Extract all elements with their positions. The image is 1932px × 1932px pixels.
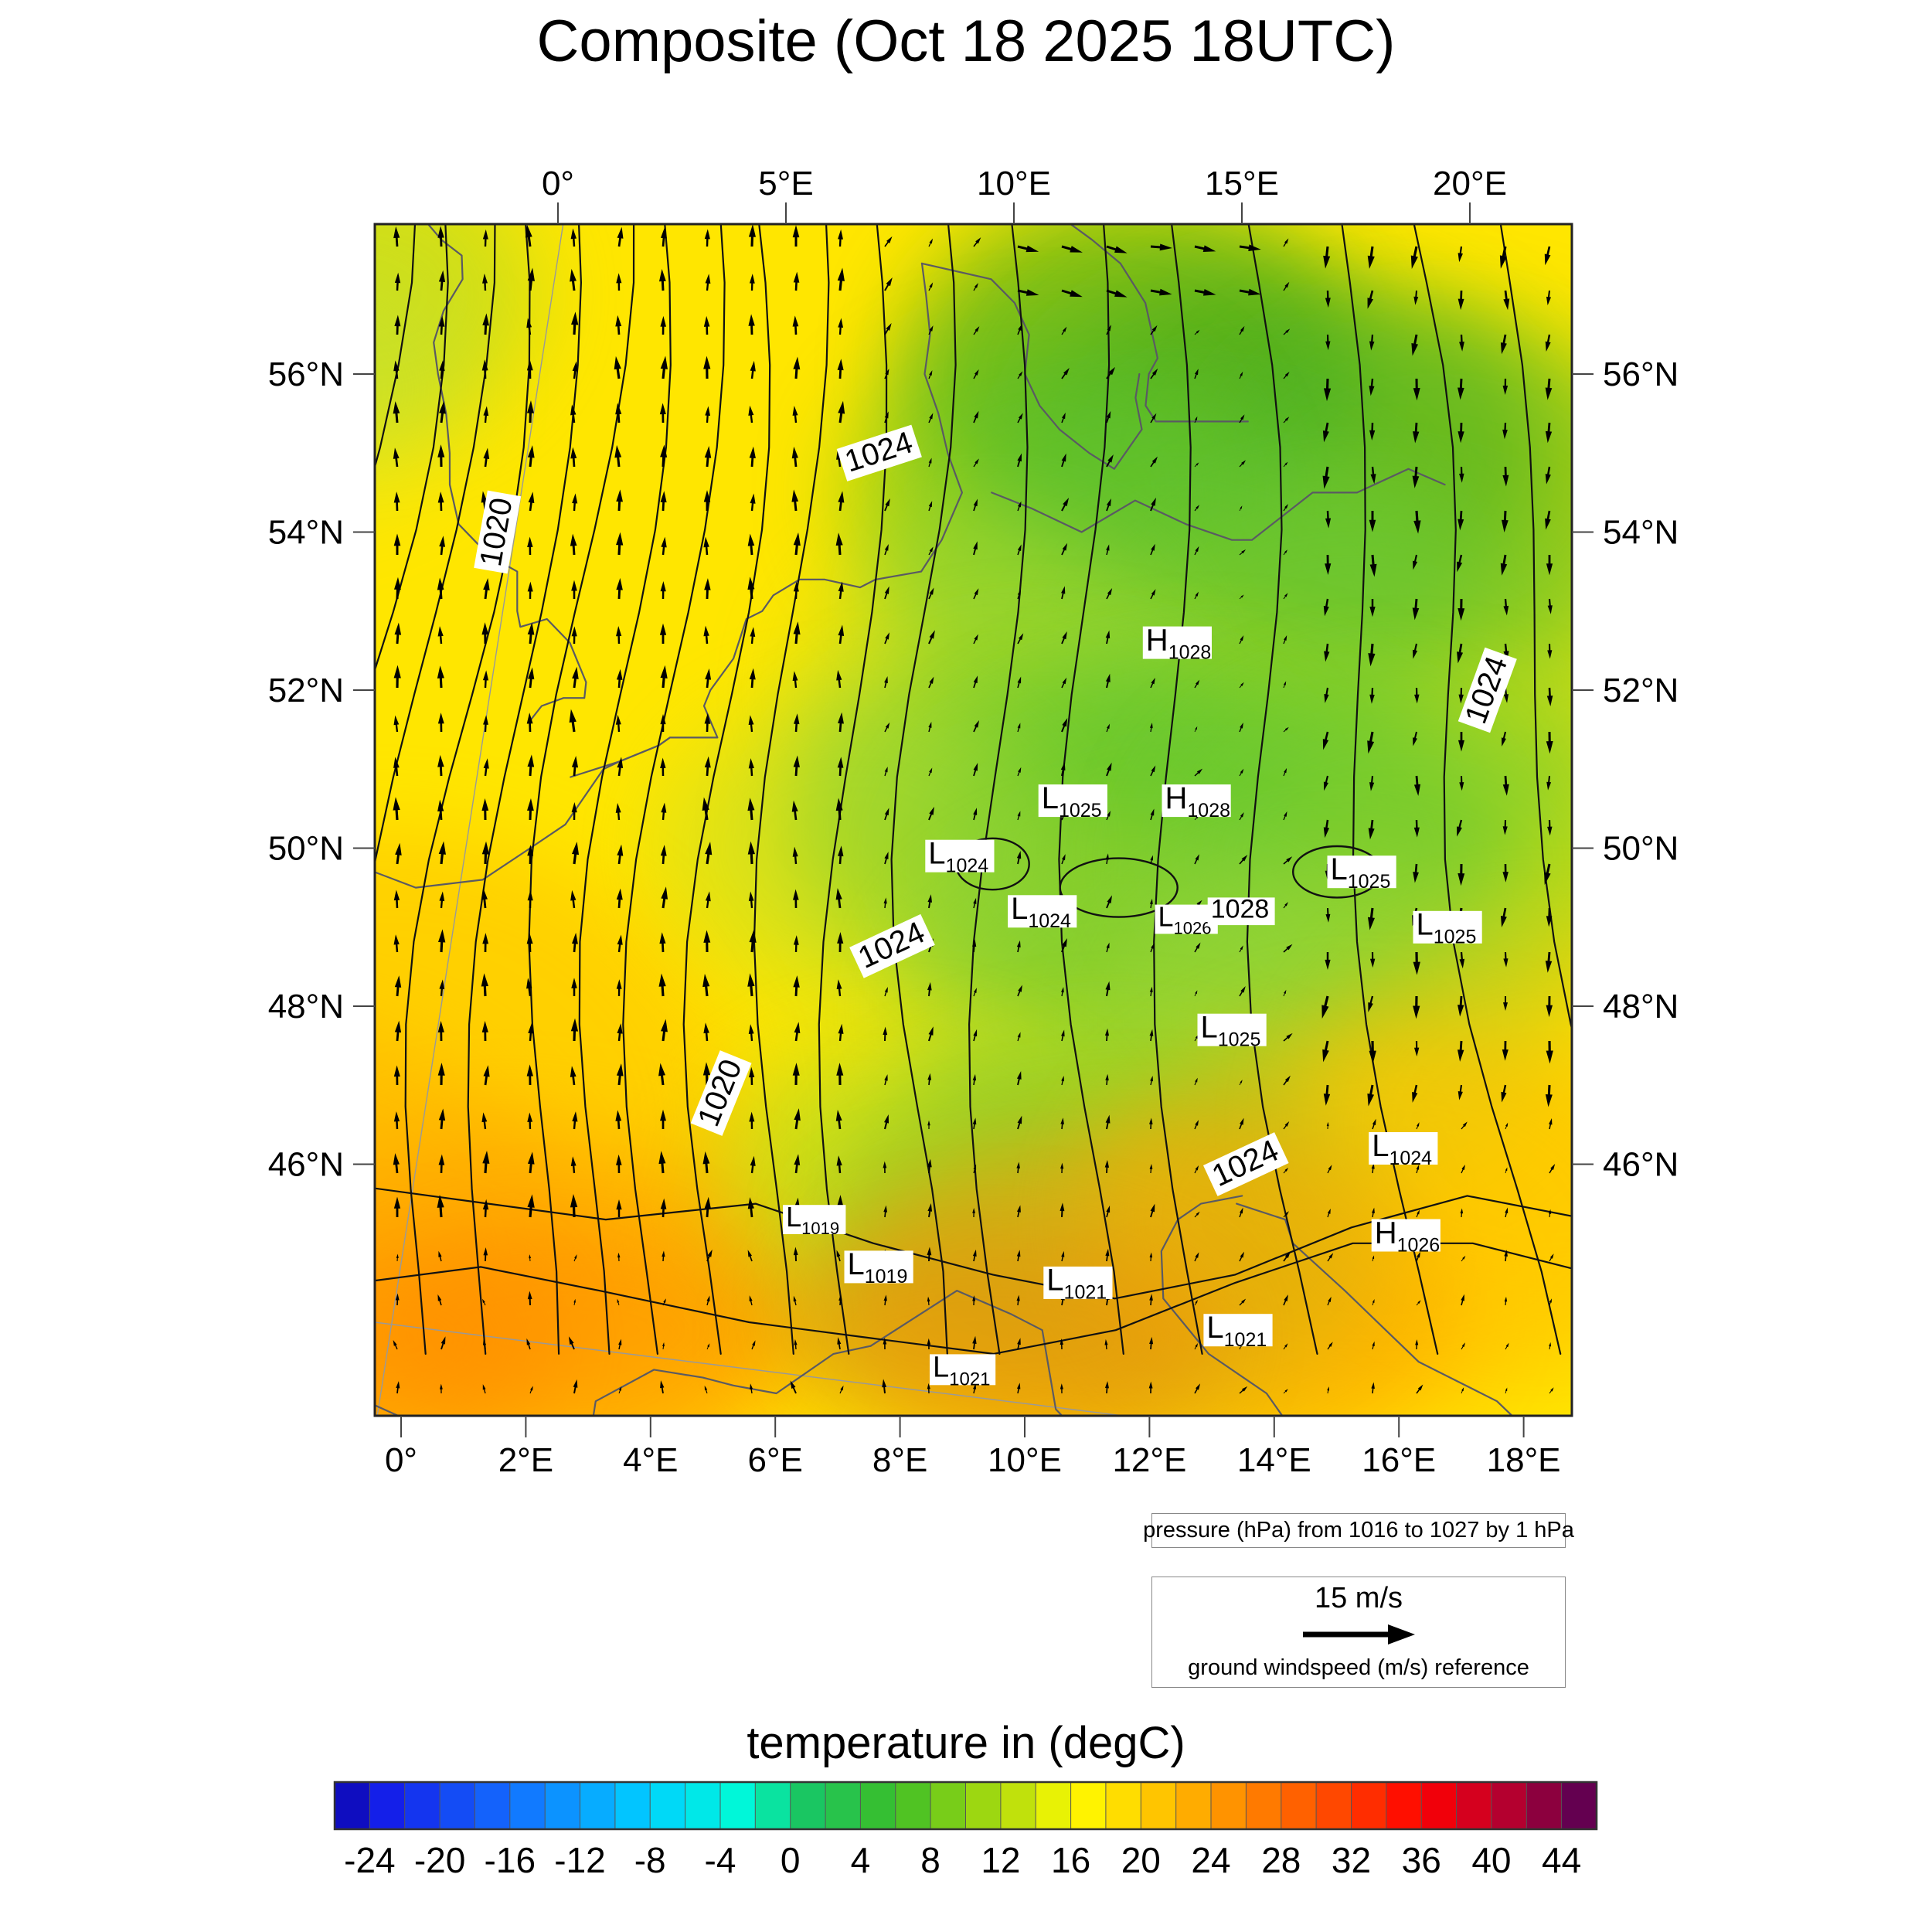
svg-text:15°E: 15°E [1205, 165, 1279, 202]
svg-text:50°N: 50°N [268, 830, 344, 868]
svg-text:56°N: 56°N [1603, 355, 1679, 393]
svg-text:8°E: 8°E [872, 1441, 927, 1479]
svg-text:48°N: 48°N [268, 988, 344, 1026]
svg-text:-24: -24 [344, 1840, 395, 1880]
svg-text:12: 12 [981, 1840, 1020, 1880]
svg-text:54°N: 54°N [1603, 514, 1679, 552]
svg-text:40: 40 [1471, 1840, 1511, 1880]
svg-text:10°E: 10°E [988, 1441, 1062, 1479]
svg-text:4°E: 4°E [623, 1441, 678, 1479]
svg-text:4: 4 [851, 1840, 871, 1880]
svg-text:16°E: 16°E [1362, 1441, 1436, 1479]
svg-text:2°E: 2°E [498, 1441, 553, 1479]
svg-text:44: 44 [1542, 1840, 1581, 1880]
svg-text:0°: 0° [542, 165, 574, 202]
svg-text:-8: -8 [634, 1840, 666, 1880]
svg-text:10°E: 10°E [977, 165, 1051, 202]
svg-text:5°E: 5°E [758, 165, 813, 202]
svg-text:36: 36 [1402, 1840, 1441, 1880]
svg-text:-4: -4 [705, 1840, 736, 1880]
svg-text:1028: 1028 [1211, 895, 1270, 924]
svg-text:-20: -20 [414, 1840, 465, 1880]
svg-text:56°N: 56°N [268, 355, 344, 393]
svg-text:-12: -12 [554, 1840, 605, 1880]
svg-text:6°E: 6°E [747, 1441, 802, 1479]
svg-text:0°: 0° [385, 1441, 417, 1479]
svg-text:0: 0 [781, 1840, 801, 1880]
svg-text:28: 28 [1261, 1840, 1301, 1880]
svg-text:54°N: 54°N [268, 514, 344, 552]
svg-text:14°E: 14°E [1237, 1441, 1311, 1479]
svg-text:46°N: 46°N [1603, 1146, 1679, 1184]
svg-text:46°N: 46°N [268, 1146, 344, 1184]
svg-text:8: 8 [920, 1840, 940, 1880]
svg-text:16: 16 [1051, 1840, 1090, 1880]
svg-text:20°E: 20°E [1433, 165, 1507, 202]
svg-text:24: 24 [1191, 1840, 1230, 1880]
svg-text:18°E: 18°E [1487, 1441, 1561, 1479]
svg-text:32: 32 [1332, 1840, 1371, 1880]
svg-text:52°N: 52°N [1603, 672, 1679, 709]
svg-text:48°N: 48°N [1603, 988, 1679, 1026]
svg-text:20: 20 [1121, 1840, 1161, 1880]
svg-text:12°E: 12°E [1112, 1441, 1186, 1479]
svg-text:52°N: 52°N [268, 672, 344, 709]
svg-text:50°N: 50°N [1603, 830, 1679, 868]
svg-text:-16: -16 [485, 1840, 536, 1880]
